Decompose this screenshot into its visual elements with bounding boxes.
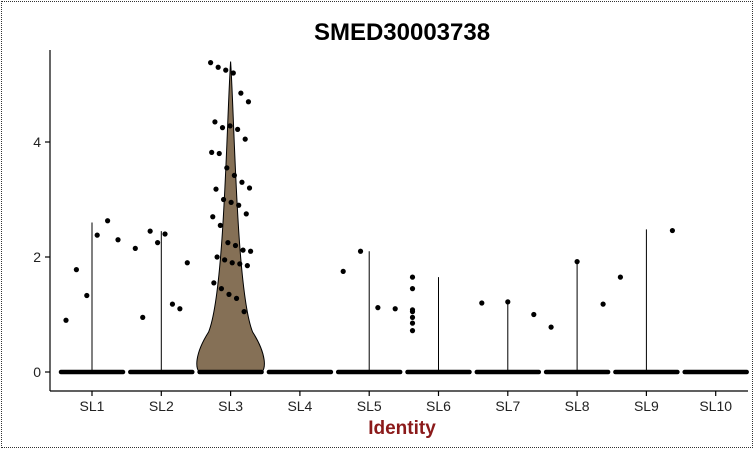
data-point [233,295,240,301]
data-point [132,245,138,251]
y-tick-label: 4 [33,134,41,150]
data-point [375,305,381,311]
data-point [409,314,416,320]
data-point [223,67,229,73]
x-tick-label-sl9: SL9 [634,398,659,414]
violins-layer [91,61,647,374]
data-point [245,99,252,105]
data-point [224,165,230,171]
data-point [214,254,220,260]
data-point [222,257,228,263]
data-point [409,309,416,315]
data-point [208,60,214,66]
data-point [409,286,416,292]
data-point [246,185,253,191]
x-axis-label: Identity [368,418,436,439]
data-point [600,301,606,307]
data-point [236,202,242,208]
data-point [227,123,233,129]
data-point [229,260,235,266]
data-point [240,247,246,253]
data-point [140,314,146,320]
data-point [357,248,364,254]
violin-sl3 [196,61,265,374]
data-point [340,268,346,274]
x-tick-label-sl2: SL2 [149,398,174,414]
data-point [244,263,250,269]
data-point [218,286,225,292]
data-point [231,172,237,178]
y-tick-label: 0 [33,364,41,380]
data-point [226,291,232,297]
x-tick-label-sl1: SL1 [80,398,105,414]
data-point [230,70,236,76]
data-point [409,320,416,326]
data-point [115,237,121,243]
data-point [217,222,223,228]
data-point [84,292,90,299]
data-point [154,240,161,246]
data-point [63,317,69,323]
data-point [479,300,485,306]
data-point [216,150,222,157]
data-point [241,309,247,315]
data-point [409,274,416,280]
data-point [505,299,511,305]
data-point [212,119,218,125]
x-tick-label-sl8: SL8 [565,398,590,414]
data-point [248,248,254,254]
data-point [220,196,227,203]
x-ticks: SL1 SL2 SL3 SL4 SL5 SL6 SL7 SL8 SL9 SL10 [80,391,732,414]
data-point [162,231,168,237]
data-point [209,149,215,155]
x-tick-label-sl4: SL4 [287,398,312,414]
data-point [225,240,231,246]
data-point [169,301,176,307]
y-tick-label: 2 [33,249,41,265]
chart-title: SMED30003738 [314,19,490,46]
x-tick-label-sl3: SL3 [218,398,243,414]
data-point [215,64,221,70]
data-point [574,259,580,265]
data-point [219,125,226,131]
y-ticks: 0 2 4 [33,134,50,380]
data-point [531,311,537,318]
data-point [228,199,234,205]
data-point [211,280,217,286]
data-point [242,136,248,142]
points-layer [58,60,749,375]
x-tick-label-sl6: SL6 [426,398,451,414]
data-point [147,228,153,234]
data-point [210,214,216,220]
data-point [243,211,249,217]
x-tick-label-sl5: SL5 [357,398,382,414]
x-tick-label-sl10: SL10 [699,398,732,414]
data-point [392,306,398,312]
data-point [617,274,624,280]
data-point [235,126,241,132]
data-point [409,328,416,334]
data-point [669,227,676,234]
data-point [548,324,554,330]
data-point [237,261,243,267]
data-point [94,232,100,238]
data-point [177,306,183,312]
data-point [105,218,111,224]
data-point [239,179,245,185]
data-point [73,267,79,273]
data-point [184,260,190,266]
data-point [238,90,244,96]
data-point [213,186,219,192]
data-point [232,242,239,249]
x-tick-label-sl7: SL7 [495,398,520,414]
